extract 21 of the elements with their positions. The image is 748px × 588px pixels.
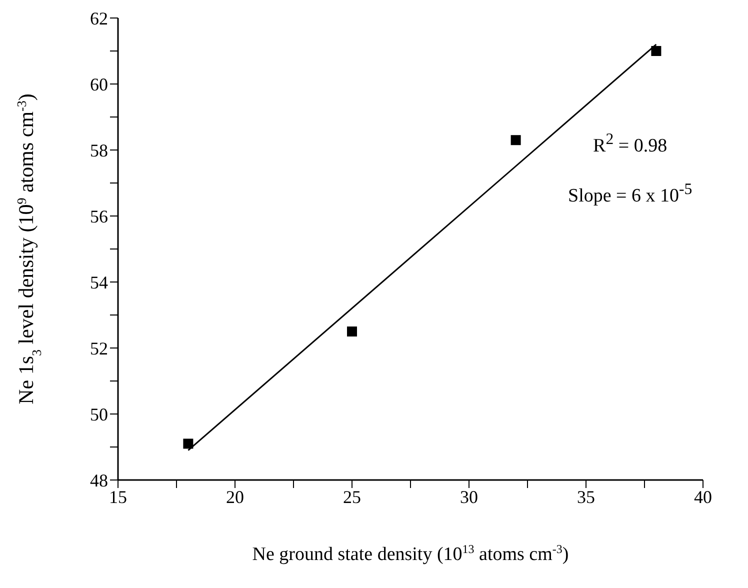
- annotation: Slope = 6 x 10$^{-5}$: [568, 180, 692, 209]
- y-tick-label: 62: [90, 8, 108, 28]
- y-tick-label: 48: [90, 470, 108, 490]
- y-tick-label: 56: [90, 206, 108, 226]
- point: [183, 438, 194, 449]
- x-tick-label: 20: [226, 486, 244, 507]
- point: [510, 135, 521, 146]
- point: [651, 46, 662, 56]
- x-tick-label: 30: [460, 486, 478, 507]
- y-tick-label: 58: [90, 140, 108, 160]
- x-tick-label: 35: [577, 486, 595, 507]
- x-tick-label: 40: [694, 486, 712, 507]
- x-tick-label: 15: [109, 486, 127, 507]
- x-axis-title: Ne ground state density (10$^{13}$ atoms cm$^{-3}$): [252, 542, 569, 565]
- point: [347, 326, 357, 336]
- y-tick-label: 60: [90, 74, 108, 94]
- y-tick-label: 54: [90, 272, 108, 292]
- annotation: R$^{2}$ = 0.98: [592, 130, 668, 158]
- y-tick-label: 50: [90, 404, 108, 424]
- y-tick-label: 52: [90, 338, 108, 358]
- x-tick-label: 25: [343, 486, 361, 507]
